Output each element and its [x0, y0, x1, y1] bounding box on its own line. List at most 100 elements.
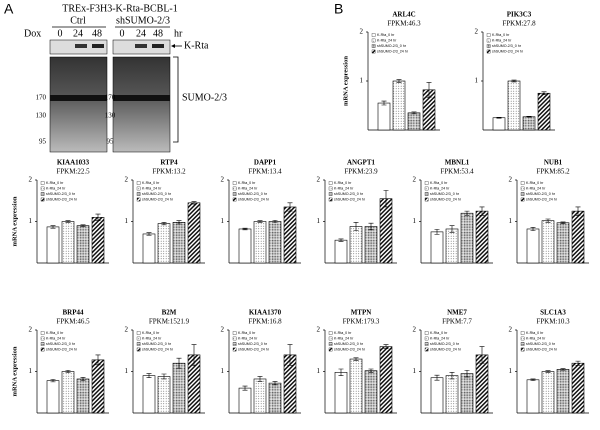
bar	[379, 198, 393, 264]
legend-label: K-Rta_0 hr	[142, 181, 160, 185]
legend-swatch	[232, 347, 237, 352]
legend-swatch	[328, 331, 333, 335]
y-tick-label: 1	[29, 367, 33, 375]
legend-label: K-Rta_0 hr	[334, 331, 352, 335]
legend-label: shSUMO-2/3_24 hr	[46, 197, 78, 201]
legend-swatch	[486, 33, 491, 37]
legend-label: shSUMO-2/3_0 hr	[46, 192, 76, 196]
y-tick-label: 2	[413, 176, 417, 184]
error-bar	[80, 377, 86, 381]
bar	[91, 359, 105, 414]
legend-swatch	[136, 347, 141, 352]
bar	[334, 372, 348, 414]
marker: 170	[36, 94, 47, 102]
bar	[238, 228, 252, 264]
y-tick-label: 2	[125, 326, 129, 334]
bar	[157, 376, 171, 414]
legend-swatch	[232, 192, 237, 196]
error-bar	[353, 222, 359, 231]
chart-title: DAPP1	[254, 159, 277, 167]
bar	[379, 346, 393, 414]
error-bar	[496, 116, 502, 119]
legend-label: K-Rta_0 hr	[334, 181, 352, 185]
legend-swatch	[520, 186, 525, 191]
legend-label: K-Rta_24 hr	[46, 336, 66, 340]
blot-title: TREx-F3H3-K-Rta-BCBL-1	[62, 3, 178, 14]
legend-swatch	[40, 197, 45, 202]
legend-swatch	[424, 197, 429, 202]
marker: 130	[36, 112, 47, 120]
legend-swatch	[136, 342, 141, 346]
bar	[571, 210, 585, 264]
error-bar	[411, 111, 417, 115]
y-axis-label: mRNA expression	[342, 56, 349, 106]
legend-swatch	[328, 197, 333, 202]
timepoint: 24	[73, 28, 83, 39]
error-bar	[191, 201, 197, 205]
error-bar	[176, 220, 182, 225]
chart-title: KIAA1033	[57, 159, 90, 167]
bar	[76, 225, 90, 264]
legend-swatch	[40, 181, 45, 185]
chart-title: B2M	[162, 309, 177, 317]
error-bar	[426, 82, 432, 98]
timepoint: 0	[58, 28, 63, 39]
error-bar	[257, 220, 263, 223]
legend-label: K-Rta_24 hr	[142, 336, 162, 340]
bar	[537, 92, 551, 131]
legend-swatch	[40, 336, 45, 341]
dox-label: Dox	[24, 28, 41, 39]
legend-swatch	[424, 186, 429, 191]
chart-subtitle: FPKM:179.3	[343, 318, 380, 326]
legend-label: shSUMO-2/3_0 hr	[334, 342, 364, 346]
y-tick-label: 1	[317, 367, 321, 375]
bar	[253, 378, 267, 414]
error-bar	[95, 354, 101, 366]
legend-label: K-Rta_24 hr	[526, 336, 546, 340]
legend-label: K-Rta_0 hr	[430, 331, 448, 335]
bar	[556, 222, 570, 264]
panel-label: B	[334, 1, 343, 17]
legend-swatch	[424, 336, 429, 341]
chart-subtitle: FPKM:46.3	[387, 20, 421, 28]
error-bar	[383, 344, 389, 349]
chart-subtitle: FPKM:23.9	[344, 168, 378, 176]
legend-swatch	[424, 331, 429, 335]
legend-label: K-Rta_24 hr	[142, 186, 162, 190]
chart-subtitle: FPKM:46.5	[56, 318, 90, 326]
chart-subtitle: FPKM:7.7	[442, 318, 472, 326]
legend-swatch	[520, 181, 525, 185]
bar	[334, 239, 348, 264]
legend-swatch	[136, 186, 141, 191]
error-bar	[338, 238, 344, 242]
bar	[526, 228, 540, 264]
chart-title: ANGPT1	[347, 159, 376, 167]
y-tick-label: 1	[29, 217, 33, 225]
chart-title: BRP44	[63, 309, 85, 317]
error-bar	[272, 219, 278, 224]
legend-label: shSUMO-2/3_0 hr	[46, 342, 76, 346]
bar	[142, 375, 156, 414]
legend-label: shSUMO-2/3_24 hr	[430, 347, 462, 351]
band	[92, 44, 104, 48]
band	[135, 44, 147, 48]
legend-swatch	[232, 181, 237, 185]
bar	[172, 222, 186, 264]
legend-swatch	[520, 336, 525, 341]
error-bar	[383, 190, 389, 208]
chart-subtitle: FPKM:53.4	[440, 168, 474, 176]
bar	[172, 362, 186, 414]
legend-label: K-Rta_24 hr	[430, 186, 450, 190]
marker: 170	[105, 94, 116, 102]
legend-label: shSUMO-2/3_0 hr	[430, 192, 460, 196]
legend-label: K-Rta_24 hr	[334, 186, 354, 190]
legend-label: shSUMO-2/3_0 hr	[526, 342, 556, 346]
legend-label: K-Rta_0 hr	[238, 181, 256, 185]
error-bar	[530, 227, 536, 231]
timepoint: 24	[136, 28, 146, 39]
y-tick-label: 1	[125, 217, 129, 225]
error-bar	[560, 368, 566, 371]
legend-label: shSUMO-2/3_24 hr	[377, 49, 409, 53]
legend-label: K-Rta_24 hr	[492, 38, 512, 42]
